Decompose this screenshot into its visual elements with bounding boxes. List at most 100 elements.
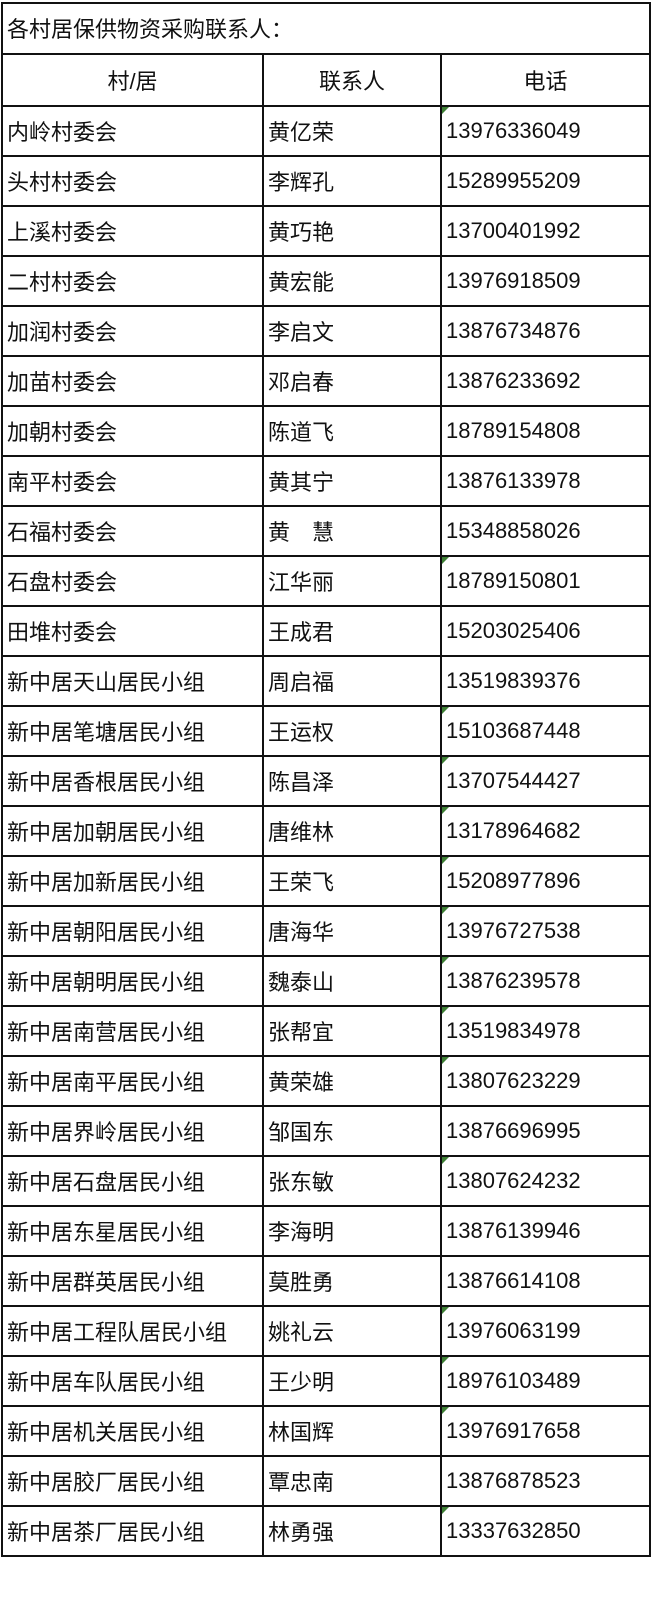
table-row: 新中居加新居民小组 王荣飞 15208977896 <box>3 855 649 907</box>
unit-cell: 新中居香根居民小组 <box>3 755 264 807</box>
unit-cell: 新中居界岭居民小组 <box>3 1105 264 1157</box>
unit-cell-text: 新中居石盘居民小组 <box>7 1170 206 1195</box>
contact-cell-text: 李辉孔 <box>268 170 335 195</box>
unit-cell-text: 南平村委会 <box>7 470 118 495</box>
unit-cell-text: 上溪村委会 <box>7 220 118 245</box>
table-row: 新中居朝阳居民小组 唐海华 13976727538 <box>3 905 649 957</box>
contact-cell-text: 黄宏能 <box>268 270 335 295</box>
phone-cell: 13876734876 <box>440 305 649 357</box>
phone-cell: 13700401992 <box>440 205 649 257</box>
phone-cell-text: 13976727538 <box>446 918 581 943</box>
contact-cell-text: 江华丽 <box>268 570 335 595</box>
unit-cell-text: 新中居车队居民小组 <box>7 1370 206 1395</box>
header-row: 村/居 联系人 电话 <box>3 55 649 107</box>
contact-cell-text: 王成君 <box>268 620 335 645</box>
contact-cell-text: 林国辉 <box>268 1420 335 1445</box>
table-row: 新中居石盘居民小组 张东敏 13807624232 <box>3 1155 649 1207</box>
contact-cell: 陈昌泽 <box>262 755 442 807</box>
phone-cell: 13178964682 <box>440 805 649 857</box>
phone-cell: 13876233692 <box>440 355 649 407</box>
table-row: 新中居天山居民小组 周启福 13519839376 <box>3 655 649 707</box>
unit-cell: 新中居胶厂居民小组 <box>3 1455 264 1507</box>
table-row: 加苗村委会 邓启春 13876233692 <box>3 355 649 407</box>
phone-cell-text: 13876239578 <box>446 968 581 993</box>
phone-cell-text: 13876133978 <box>446 468 581 493</box>
contact-cell: 邓启春 <box>262 355 442 407</box>
unit-cell-text: 新中居机关居民小组 <box>7 1420 206 1445</box>
table-row: 田堆村委会 王成君 15203025406 <box>3 605 649 657</box>
unit-cell-text: 内岭村委会 <box>7 120 118 145</box>
cell-indicator-icon <box>443 758 449 764</box>
contact-cell-text: 唐维林 <box>268 820 335 845</box>
unit-cell: 南平村委会 <box>3 455 264 507</box>
contact-cell: 王少明 <box>262 1355 442 1407</box>
table-row: 南平村委会 黄其宁 13876133978 <box>3 455 649 507</box>
contact-cell: 王运权 <box>262 705 442 757</box>
unit-cell: 新中居南营居民小组 <box>3 1005 264 1057</box>
unit-cell-text: 加润村委会 <box>7 320 118 345</box>
contact-cell: 黄荣雄 <box>262 1055 442 1107</box>
table-row: 新中居朝明居民小组 魏泰山 13876239578 <box>3 955 649 1007</box>
unit-cell: 新中居南平居民小组 <box>3 1055 264 1107</box>
unit-cell-text: 新中居香根居民小组 <box>7 770 206 795</box>
unit-cell: 石盘村委会 <box>3 555 264 607</box>
table-row: 新中居车队居民小组 王少明 18976103489 <box>3 1355 649 1407</box>
phone-cell: 13876696995 <box>440 1105 649 1157</box>
phone-cell-text: 13337632850 <box>446 1518 581 1543</box>
table-row: 头村村委会 李辉孔 15289955209 <box>3 155 649 207</box>
contact-cell-text: 黄亿荣 <box>268 120 335 145</box>
table-row: 新中居加朝居民小组 唐维林 13178964682 <box>3 805 649 857</box>
phone-cell-text: 13876696995 <box>446 1118 581 1143</box>
table-row: 石盘村委会 江华丽 18789150801 <box>3 555 649 607</box>
unit-cell: 新中居工程队居民小组 <box>3 1305 264 1357</box>
contact-cell-text: 王少明 <box>268 1370 335 1395</box>
phone-cell-text: 15289955209 <box>446 168 581 193</box>
unit-cell: 新中居笔塘居民小组 <box>3 705 264 757</box>
unit-cell: 石福村委会 <box>3 505 264 557</box>
unit-cell-text: 新中居工程队居民小组 <box>7 1320 228 1345</box>
table-row: 新中居群英居民小组 莫胜勇 13876614108 <box>3 1255 649 1307</box>
table-row: 新中居南平居民小组 黄荣雄 13807623229 <box>3 1055 649 1107</box>
unit-cell: 加苗村委会 <box>3 355 264 407</box>
unit-cell: 新中居茶厂居民小组 <box>3 1505 264 1557</box>
phone-cell: 13976336049 <box>440 105 649 157</box>
column-header-phone: 电话 <box>440 55 649 107</box>
phone-cell: 15103687448 <box>440 705 649 757</box>
phone-cell: 18976103489 <box>440 1355 649 1407</box>
unit-cell-text: 新中居南平居民小组 <box>7 1070 206 1095</box>
unit-cell: 二村村委会 <box>3 255 264 307</box>
contact-cell-text: 黄荣雄 <box>268 1070 335 1095</box>
unit-cell-text: 新中居群英居民小组 <box>7 1270 206 1295</box>
phone-cell-text: 15348858026 <box>446 518 581 543</box>
unit-cell: 内岭村委会 <box>3 105 264 157</box>
contact-cell: 邹国东 <box>262 1105 442 1157</box>
table-row: 二村村委会 黄宏能 13976918509 <box>3 255 649 307</box>
phone-cell: 13807624232 <box>440 1155 649 1207</box>
phone-cell: 15348858026 <box>440 505 649 557</box>
table-row: 加朝村委会 陈道飞 18789154808 <box>3 405 649 457</box>
phone-cell: 13876139946 <box>440 1205 649 1257</box>
contact-cell-text: 邹国东 <box>268 1120 335 1145</box>
phone-cell-text: 13876878523 <box>446 1468 581 1493</box>
phone-cell-text: 13976918509 <box>446 268 581 293</box>
unit-cell: 新中居朝阳居民小组 <box>3 905 264 957</box>
contact-cell: 李辉孔 <box>262 155 442 207</box>
phone-cell-text: 13976917658 <box>446 1418 581 1443</box>
table-row: 新中居香根居民小组 陈昌泽 13707544427 <box>3 755 649 807</box>
cell-indicator-icon <box>443 958 449 964</box>
contact-cell: 姚礼云 <box>262 1305 442 1357</box>
unit-cell-text: 石盘村委会 <box>7 570 118 595</box>
contact-cell-text: 李启文 <box>268 320 335 345</box>
cell-indicator-icon <box>443 1508 449 1514</box>
contact-cell: 莫胜勇 <box>262 1255 442 1307</box>
phone-cell-text: 15103687448 <box>446 718 581 743</box>
contact-cell-text: 王运权 <box>268 720 335 745</box>
contact-cell: 江华丽 <box>262 555 442 607</box>
cell-indicator-icon <box>443 1358 449 1364</box>
unit-cell: 新中居群英居民小组 <box>3 1255 264 1307</box>
unit-cell-text: 新中居界岭居民小组 <box>7 1120 206 1145</box>
unit-cell-text: 新中居笔塘居民小组 <box>7 720 206 745</box>
phone-cell: 13876878523 <box>440 1455 649 1507</box>
unit-cell-text: 新中居加朝居民小组 <box>7 820 206 845</box>
cell-indicator-icon <box>443 808 449 814</box>
